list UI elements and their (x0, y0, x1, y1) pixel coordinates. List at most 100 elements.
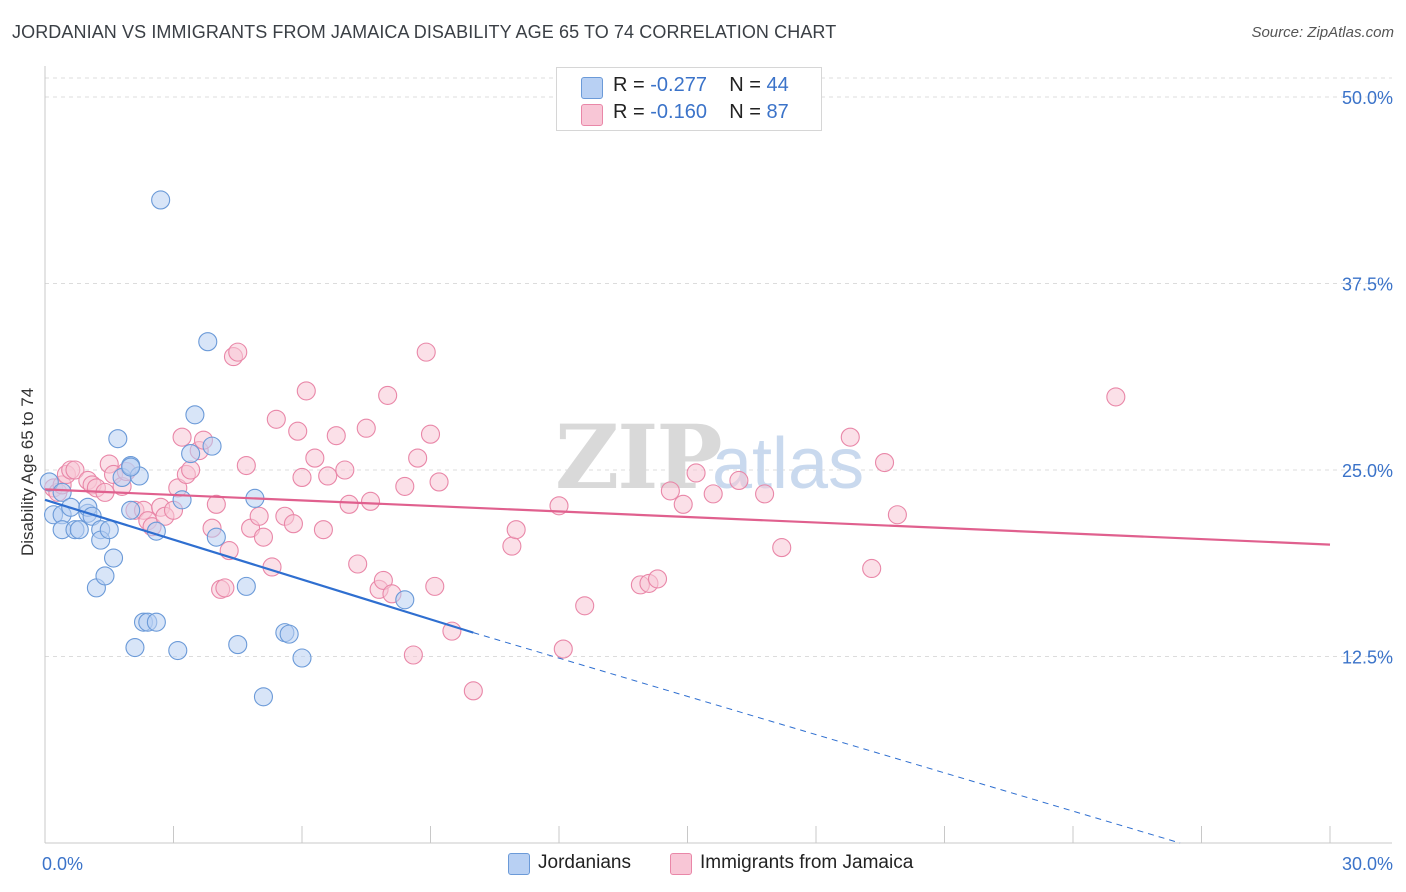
data-point-jamaica (373, 570, 393, 590)
legend-r-value: -0.277 (650, 74, 707, 96)
y-axis-label: Disability Age 65 to 74 (18, 387, 37, 556)
legend-n-label: N = (729, 101, 767, 123)
y-tick-label: 50.0% (1342, 88, 1393, 108)
data-point-jamaica (360, 491, 381, 511)
data-point-jamaica (840, 427, 860, 447)
data-point-jordanians (108, 429, 128, 449)
data-point-jordanians (52, 482, 72, 502)
data-point-jamaica (647, 569, 668, 589)
data-point-jamaica (326, 426, 346, 446)
data-point-jamaica (575, 596, 595, 616)
data-point-jordanians (146, 612, 166, 632)
data-point-jamaica (335, 460, 355, 480)
data-point-jamaica (283, 514, 303, 534)
axes (44, 66, 1392, 844)
trend-line-jordanians (44, 498, 474, 634)
data-point-jamaica (228, 342, 248, 362)
data-point-jordanians (151, 190, 171, 210)
data-point-jamaica (755, 484, 775, 504)
legend-label-jordanians: Jordanians (538, 852, 631, 873)
data-point-jordanians (172, 490, 192, 510)
data-point-jordanians (279, 624, 299, 644)
data-point-jamaica (408, 448, 428, 468)
data-point-jamaica (65, 460, 85, 480)
legend-swatch-pink (670, 853, 692, 875)
data-point-jamaica (292, 467, 312, 488)
legend-r-label: R = (613, 101, 651, 123)
source-note: Source: ZipAtlas.com (1251, 24, 1394, 41)
data-point-jamaica (502, 536, 522, 556)
data-point-jamaica (378, 385, 398, 405)
data-point-jamaica (339, 494, 359, 514)
data-point-jordanians (185, 405, 205, 425)
legend-n-value: 87 (766, 101, 789, 123)
tick-labels: 12.5% 25.0% 37.5% 50.0% 0.0% 30.0% (42, 88, 1393, 874)
data-point-jamaica (288, 421, 308, 441)
data-point-jamaica (266, 409, 286, 429)
stats-legend: R = -0.277 N = 44 R = -0.160 N = 87 (556, 67, 822, 131)
data-point-jordanians (125, 637, 145, 658)
data-point-jordanians (395, 590, 415, 610)
legend-n-label: N = (729, 74, 767, 96)
data-point-jamaica (305, 448, 325, 468)
legend-swatch-blue (508, 853, 530, 875)
legend-r-label: R = (613, 74, 651, 96)
data-point-jamaica (660, 481, 680, 501)
data-point-jamaica (729, 470, 749, 490)
x-tick-label-max: 30.0% (1342, 854, 1393, 874)
data-point-jordanians (206, 527, 226, 547)
data-point-jamaica (420, 424, 441, 444)
data-point-jamaica (1106, 387, 1126, 407)
data-point-jordanians (236, 576, 256, 596)
legend-swatch-blue (581, 77, 603, 99)
data-point-jamaica (253, 527, 274, 547)
chart-title: JORDANIAN VS IMMIGRANTS FROM JAMAICA DIS… (12, 22, 837, 42)
data-point-jordanians (99, 520, 119, 540)
data-point-jamaica (236, 455, 256, 476)
legend-r-value: -0.160 (650, 101, 707, 123)
data-point-jamaica (425, 576, 445, 596)
data-point-jordanians (181, 444, 201, 464)
legend-n-value: 44 (766, 74, 789, 96)
data-point-jamaica (416, 342, 436, 362)
data-point-jamaica (862, 558, 882, 579)
data-point-jamaica (206, 494, 226, 514)
data-point-jamaica (249, 506, 269, 526)
y-tick-label: 37.5% (1342, 275, 1393, 295)
grid-lines (45, 77, 1392, 657)
data-point-jordanians (202, 436, 222, 456)
x-tick-label-min: 0.0% (42, 854, 83, 874)
legend-label-jamaica: Immigrants from Jamaica (700, 852, 914, 873)
data-point-jamaica (772, 538, 792, 558)
watermark-atlas: atlas (712, 424, 864, 504)
data-point-jordanians (146, 521, 166, 541)
data-point-jordanians (103, 548, 124, 568)
watermark-zip: ZIP (555, 405, 721, 509)
data-point-jamaica (172, 427, 192, 447)
series-jamaica-points (44, 342, 1126, 701)
data-point-jordanians (228, 635, 248, 655)
data-point-jamaica (553, 639, 573, 659)
data-point-jamaica (874, 452, 895, 473)
data-point-jordanians (292, 648, 312, 668)
data-point-jamaica (887, 505, 907, 525)
y-tick-label: 12.5% (1342, 648, 1393, 668)
data-point-jordanians (121, 457, 141, 477)
data-point-jordanians (95, 566, 115, 586)
data-point-jamaica (403, 645, 423, 665)
data-point-jamaica (686, 463, 706, 483)
data-point-jamaica (348, 554, 368, 574)
data-point-jamaica (673, 494, 693, 514)
data-point-jamaica (356, 418, 376, 438)
legend-swatch-pink (581, 104, 603, 126)
data-point-jamaica (429, 472, 449, 492)
trend-line-jordanians-extension (473, 632, 1181, 844)
data-point-jordanians (168, 640, 188, 661)
series-jordanians-points (39, 190, 415, 707)
data-point-jamaica (318, 466, 338, 486)
data-point-jamaica (463, 681, 483, 701)
data-point-jamaica (215, 578, 235, 598)
data-point-jamaica (703, 484, 723, 504)
